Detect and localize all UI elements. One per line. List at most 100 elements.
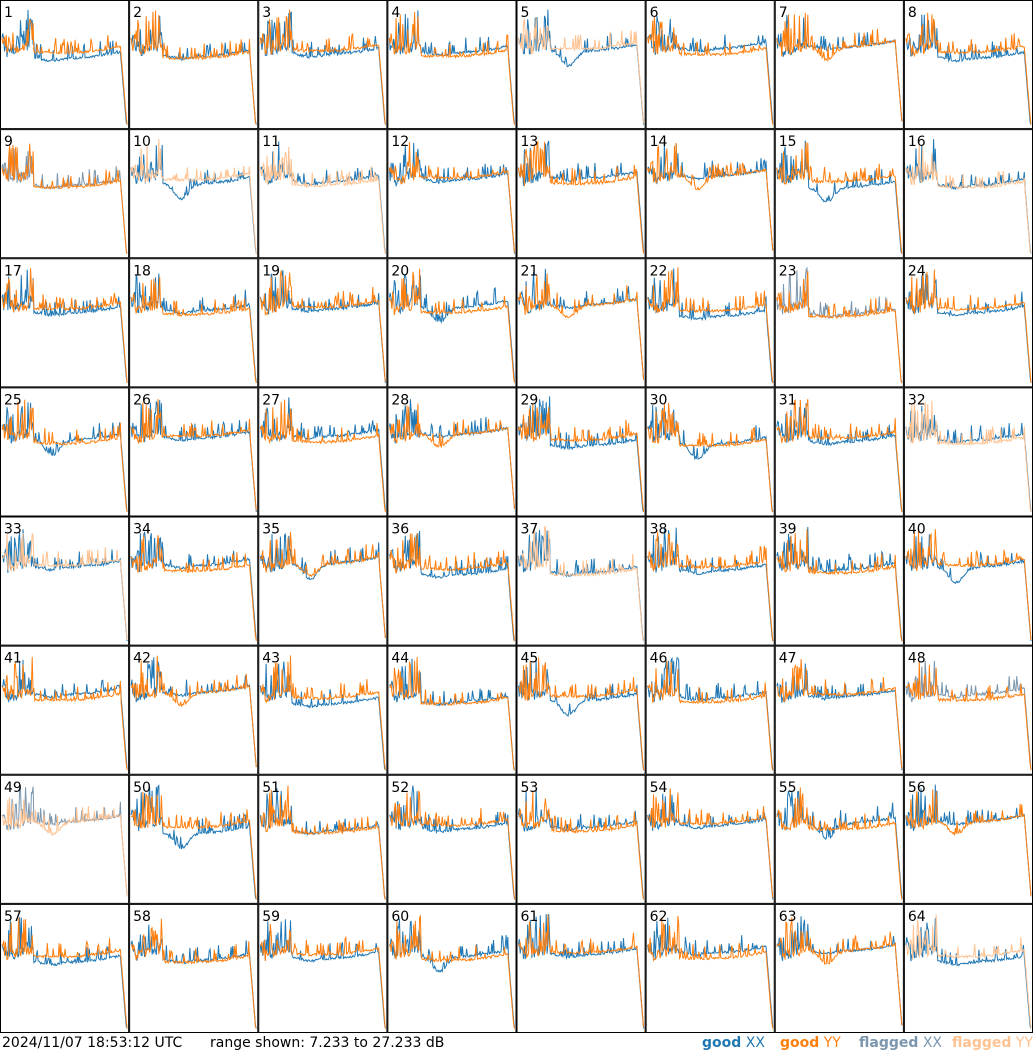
tile-border [516, 387, 646, 517]
series-yy-29 [518, 403, 645, 513]
tile-label: 25 [4, 392, 22, 408]
series-xx-51 [259, 788, 386, 900]
tile-label: 57 [4, 909, 22, 925]
series-xx-11 [259, 141, 386, 254]
series-xx-4 [388, 10, 515, 125]
tile-label: 46 [650, 651, 668, 667]
series-yy-52 [389, 790, 515, 900]
tile-label: 48 [908, 651, 926, 667]
tile-border [129, 258, 259, 388]
tile-label: 50 [133, 780, 151, 796]
tile-border [645, 387, 775, 517]
tile-panel-57: 57 [0, 903, 130, 1033]
tile-label: 45 [521, 651, 539, 667]
series-yy-12 [388, 142, 515, 253]
tile-border [0, 645, 130, 775]
series-yy-48 [905, 661, 1032, 771]
tile-label: 14 [650, 134, 668, 150]
tile-border [0, 387, 130, 517]
tile-border [774, 129, 904, 259]
series-xx-44 [389, 658, 515, 771]
series-xx-21 [518, 268, 645, 380]
series-xx-47 [776, 663, 903, 771]
tile-label: 53 [521, 780, 539, 796]
series-xx-30 [647, 405, 774, 513]
timestamp: 2024/11/07 18:53:12 UTC [2, 1035, 183, 1051]
tile-border [129, 774, 259, 904]
tile-label: 34 [133, 522, 151, 538]
tile-label: 13 [521, 134, 539, 150]
tile-border [645, 0, 775, 130]
series-yy-21 [518, 273, 645, 380]
series-yy-27 [259, 399, 386, 513]
tile-panel-35: 35 [258, 516, 388, 646]
series-yy-13 [518, 140, 645, 254]
series-yy-32 [905, 400, 1032, 513]
tile-border [129, 516, 259, 646]
series-yy-16 [905, 145, 1032, 254]
tile-panel-53: 53 [516, 774, 646, 904]
series-xx-22 [647, 268, 774, 384]
series-xx-13 [518, 140, 645, 253]
series-yy-17 [1, 268, 128, 383]
tile-panel-37: 37 [516, 516, 646, 646]
tile-label: 24 [908, 263, 926, 279]
series-xx-20 [388, 274, 515, 382]
series-yy-24 [905, 269, 1032, 383]
tile-panel-62: 62 [645, 903, 775, 1033]
series-xx-9 [1, 148, 128, 254]
series-yy-53 [518, 791, 645, 900]
tile-panel-60: 60 [387, 903, 517, 1033]
tile-label: 42 [133, 651, 151, 667]
series-xx-38 [647, 527, 774, 642]
series-yy-41 [1, 656, 128, 771]
tile-panel-2: 2 [129, 0, 259, 130]
series-xx-10 [130, 144, 257, 254]
tile-label: 15 [779, 134, 797, 150]
tile-border [129, 645, 259, 775]
tile-panel-21: 21 [516, 258, 646, 388]
series-yy-36 [388, 533, 515, 642]
tile-border [258, 387, 388, 517]
tile-label: 41 [4, 651, 22, 667]
tile-panel-41: 41 [0, 645, 130, 775]
series-xx-54 [647, 793, 774, 900]
tile-panel-7: 7 [774, 0, 904, 130]
tile-panel-28: 28 [387, 387, 517, 517]
series-yy-47 [776, 659, 903, 770]
series-xx-5 [518, 9, 645, 125]
series-xx-64 [905, 918, 1032, 1029]
series-yy-39 [776, 529, 903, 642]
series-yy-30 [647, 402, 774, 513]
series-xx-41 [1, 659, 128, 770]
tile-border [258, 0, 388, 130]
tile-label: 2 [133, 5, 142, 21]
tile-border [774, 387, 904, 517]
tile-panel-27: 27 [258, 387, 388, 517]
tile-label: 17 [4, 263, 22, 279]
tile-border [645, 903, 775, 1033]
series-yy-28 [388, 403, 515, 509]
tile-border [774, 645, 904, 775]
tile-label: 3 [262, 5, 271, 21]
series-xx-6 [647, 15, 774, 124]
series-yy-23 [776, 270, 903, 384]
series-xx-50 [130, 784, 257, 900]
tile-panel-36: 36 [387, 516, 517, 646]
tile-label: 47 [779, 651, 797, 667]
series-yy-43 [260, 655, 386, 771]
tile-label: 40 [908, 522, 926, 538]
tile-panel-46: 46 [645, 645, 775, 775]
tile-panel-17: 17 [0, 258, 130, 388]
tile-panel-6: 6 [645, 0, 775, 130]
tile-label: 23 [779, 263, 797, 279]
tile-border [774, 774, 904, 904]
tile-border [516, 258, 646, 388]
series-yy-60 [388, 914, 515, 1029]
tile-label: 27 [262, 392, 280, 408]
tile-panel-61: 61 [516, 903, 646, 1033]
tile-panel-13: 13 [516, 129, 646, 259]
tile-panel-11: 11 [258, 129, 388, 259]
series-yy-46 [647, 660, 774, 771]
tile-panel-59: 59 [258, 903, 388, 1033]
